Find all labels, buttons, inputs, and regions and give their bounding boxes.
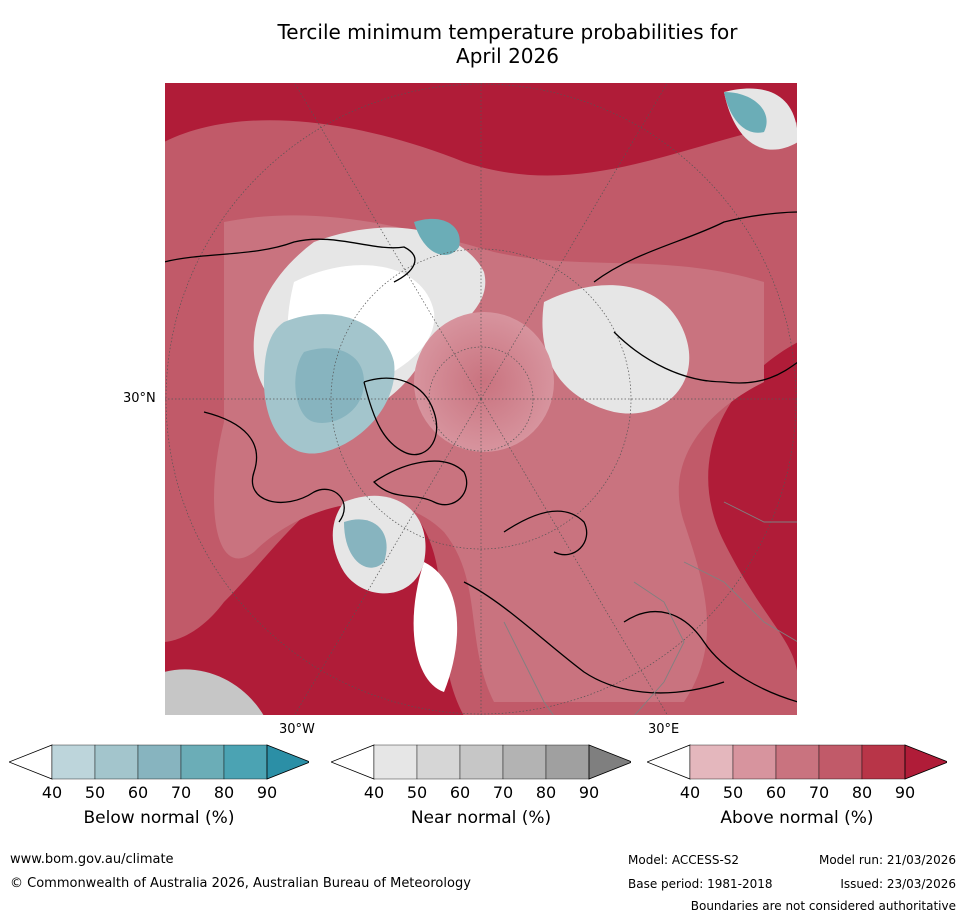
colorbar-tick-label: 80: [535, 783, 557, 802]
colorbar-segment: [51, 744, 96, 780]
colorbar-above-normal: [647, 744, 947, 780]
greenland-coast: [372, 460, 468, 506]
below-normal-core-canada: [295, 348, 364, 423]
colorbar-tick-label: 50: [406, 783, 428, 802]
colorbar-tick-label: 40: [41, 783, 63, 802]
colorbar-tick-label: 90: [578, 783, 600, 802]
below-normal-patch-atlantic: [344, 519, 387, 568]
colorbar-segment: [818, 744, 863, 780]
map-canvas: [164, 82, 798, 716]
near-normal-patch-corner: [164, 669, 264, 716]
coastlines: [164, 211, 798, 703]
colorbar-segment: [373, 744, 418, 780]
colorbar-tick-label: 60: [765, 783, 787, 802]
colorbar-segment: [689, 744, 734, 780]
colorbar-segment: [775, 744, 820, 780]
colorbar-segment: [223, 744, 268, 780]
colorbar-lower-extension: [331, 744, 375, 780]
colorbar-tick-label: 60: [127, 783, 149, 802]
website-link[interactable]: www.bom.gov.au/climate: [10, 852, 174, 867]
colorbar-segment: [137, 744, 182, 780]
below-normal-patch-pacific: [724, 92, 767, 133]
colorbar-tick-label: 60: [449, 783, 471, 802]
arctic-ocean-region: [414, 312, 554, 452]
legend-label-below-normal: Below normal (%): [83, 808, 235, 828]
colorbar-tick-label: 70: [170, 783, 192, 802]
colorbar-upper-extension: [904, 744, 947, 780]
colorbar-segment: [545, 744, 590, 780]
longitude-label-30e: 30°E: [648, 722, 680, 737]
white-patch-atlantic: [413, 562, 458, 692]
map-title: Tercile minimum temperature probabilitie…: [0, 20, 965, 68]
colorbar-tick-label: 90: [256, 783, 278, 802]
colorbar-segment: [180, 744, 225, 780]
colorbar-tick-label: 40: [679, 783, 701, 802]
base-period-text: Base period: 1981-2018: [628, 877, 773, 891]
colorbar-tick-label: 50: [84, 783, 106, 802]
colorbar-below-normal: [9, 744, 309, 780]
legend-label-above-normal: Above normal (%): [720, 808, 874, 828]
colorbar-segment: [459, 744, 504, 780]
colorbar-segment: [416, 744, 461, 780]
colorbar-lower-extension: [647, 744, 691, 780]
colorbar-tick-label: 90: [894, 783, 916, 802]
graticule: [164, 82, 798, 716]
colorbar-tick-label: 80: [851, 783, 873, 802]
model-run-text: Model run: 21/03/2026: [818, 853, 956, 867]
colorbar-tick-label: 50: [722, 783, 744, 802]
colorbar-upper-extension: [588, 744, 631, 780]
disclaimer-text: Boundaries are not considered authoritat…: [690, 899, 956, 913]
colorbar-tick-label: 70: [492, 783, 514, 802]
legend-label-near-normal: Near normal (%): [410, 808, 552, 828]
colorbar-upper-extension: [266, 744, 309, 780]
longitude-label-30w: 30°W: [279, 722, 315, 737]
copyright-text: © Commonwealth of Australia 2026, Austra…: [10, 876, 471, 891]
colorbar-lower-extension: [9, 744, 53, 780]
model-text: Model: ACCESS-S2: [628, 853, 740, 867]
title-line-1: Tercile minimum temperature probabilitie…: [277, 20, 738, 44]
colorbar-tick-label: 40: [363, 783, 385, 802]
latitude-label-30n: 30°N: [123, 391, 156, 406]
colorbar-segment: [94, 744, 139, 780]
title-line-2: April 2026: [456, 44, 559, 68]
near-normal-patch-siberia: [542, 285, 690, 414]
colorbar-segment: [502, 744, 547, 780]
colorbar-segment: [861, 744, 906, 780]
issued-text: Issued: 23/03/2026: [840, 877, 956, 891]
colorbar-tick-label: 80: [213, 783, 235, 802]
polar-map: [164, 82, 798, 716]
colorbar-segment: [732, 744, 777, 780]
colorbar-tick-label: 70: [808, 783, 830, 802]
country-borders: [503, 501, 798, 716]
colorbar-near-normal: [331, 744, 631, 780]
below-normal-patch-arctic: [414, 218, 460, 255]
